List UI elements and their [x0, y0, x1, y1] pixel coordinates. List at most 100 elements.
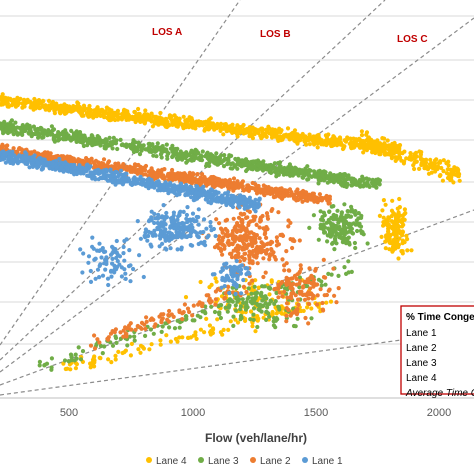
point-lane-2 — [93, 158, 99, 163]
point-lane-1 — [194, 214, 199, 220]
point-lane-3 — [68, 352, 74, 357]
point-lane-1 — [123, 276, 128, 281]
point-lane-4 — [371, 141, 376, 146]
point-lane-4 — [267, 292, 272, 297]
point-lane-3 — [172, 150, 177, 155]
point-lane-3 — [358, 183, 363, 188]
point-lane-2 — [294, 312, 299, 317]
point-lane-4 — [351, 136, 356, 141]
point-lane-1 — [231, 282, 236, 287]
point-lane-4 — [397, 154, 402, 159]
point-lane-3 — [5, 122, 11, 127]
point-lane-1 — [177, 188, 182, 193]
point-lane-3 — [347, 240, 352, 245]
point-lane-4 — [208, 332, 213, 337]
point-lane-3 — [287, 162, 292, 167]
point-lane-3 — [335, 208, 340, 213]
point-lane-2 — [296, 197, 301, 202]
point-lane-3 — [253, 294, 259, 299]
point-lane-1 — [119, 172, 124, 177]
point-lane-1 — [244, 266, 249, 271]
point-lane-2 — [143, 172, 148, 177]
point-lane-1 — [23, 150, 28, 155]
point-lane-2 — [225, 234, 230, 239]
point-lane-1 — [152, 232, 157, 237]
point-lane-1 — [210, 272, 215, 277]
point-lane-4 — [361, 150, 366, 155]
point-lane-1 — [234, 273, 239, 278]
point-lane-3 — [221, 158, 226, 163]
point-lane-4 — [383, 202, 388, 207]
point-lane-1 — [85, 162, 90, 167]
point-lane-1 — [177, 212, 182, 217]
point-lane-2 — [320, 300, 325, 306]
point-lane-4 — [46, 98, 52, 103]
point-lane-3 — [238, 304, 243, 309]
point-lane-3 — [118, 137, 123, 142]
point-lane-2 — [166, 319, 172, 324]
point-lane-4 — [220, 332, 225, 337]
point-lane-3 — [244, 168, 249, 174]
point-lane-3 — [159, 329, 164, 334]
point-lane-2 — [297, 191, 302, 196]
point-lane-4 — [429, 170, 434, 175]
point-lane-3 — [217, 312, 222, 317]
point-lane-4 — [387, 151, 392, 156]
point-lane-1 — [116, 178, 121, 183]
point-lane-4 — [194, 122, 199, 127]
point-lane-4 — [226, 327, 231, 332]
point-lane-1 — [201, 184, 206, 189]
los-c-label: LOS C — [397, 34, 428, 45]
point-lane-2 — [284, 313, 289, 318]
point-lane-2 — [282, 263, 287, 268]
point-lane-3 — [346, 259, 351, 264]
point-lane-4 — [305, 305, 310, 310]
point-lane-2 — [225, 228, 230, 233]
point-lane-4 — [198, 327, 203, 332]
point-lane-3 — [259, 309, 264, 314]
point-lane-1 — [179, 235, 184, 240]
point-lane-2 — [251, 253, 256, 258]
point-lane-2 — [261, 256, 266, 261]
point-lane-4 — [253, 329, 258, 334]
point-lane-4 — [400, 224, 405, 229]
point-lane-3 — [329, 272, 334, 277]
point-lane-1 — [129, 182, 135, 187]
point-lane-2 — [261, 244, 266, 249]
point-lane-2 — [332, 293, 337, 298]
point-lane-3 — [207, 163, 212, 168]
point-lane-4 — [106, 113, 111, 118]
point-lane-3 — [198, 315, 203, 320]
point-lane-2 — [112, 330, 117, 335]
point-lane-3 — [57, 137, 62, 142]
point-lane-2 — [269, 189, 274, 194]
point-lane-2 — [97, 340, 102, 345]
point-lane-1 — [171, 213, 176, 218]
point-lane-1 — [197, 191, 202, 197]
point-lane-2 — [232, 239, 237, 244]
point-lane-1 — [131, 266, 136, 272]
point-lane-1 — [171, 226, 177, 231]
point-lane-4 — [348, 136, 353, 141]
point-lane-3 — [23, 125, 28, 130]
point-lane-4 — [285, 126, 291, 131]
point-lane-3 — [349, 183, 354, 188]
point-lane-3 — [331, 215, 336, 220]
point-lane-2 — [284, 249, 289, 254]
point-lane-3 — [316, 277, 321, 282]
point-lane-2 — [167, 308, 172, 314]
point-lane-2 — [264, 235, 269, 240]
point-lane-3 — [277, 307, 282, 312]
point-lane-4 — [400, 238, 405, 243]
point-lane-3 — [236, 298, 241, 303]
point-lane-2 — [289, 296, 294, 301]
point-lane-3 — [268, 162, 273, 168]
point-lane-4 — [263, 131, 268, 136]
point-lane-3 — [52, 139, 58, 144]
point-lane-1 — [222, 284, 227, 289]
point-lane-3 — [225, 309, 230, 314]
point-lane-4 — [193, 330, 198, 335]
point-lane-1 — [229, 268, 234, 273]
point-lane-3 — [107, 142, 113, 147]
point-lane-4 — [16, 98, 21, 103]
